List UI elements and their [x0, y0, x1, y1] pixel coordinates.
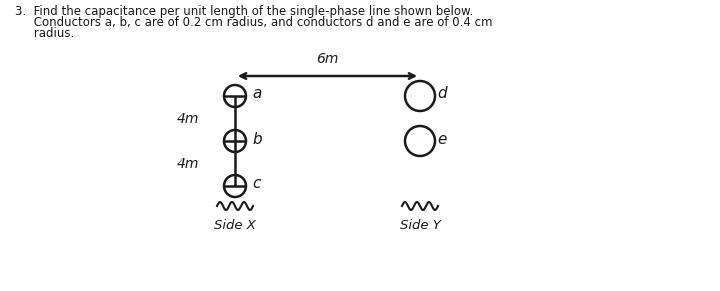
Text: Side Y: Side Y [400, 219, 441, 232]
Text: d: d [437, 86, 446, 102]
Text: a: a [252, 86, 261, 102]
Text: Conductors a, b, c are of 0.2 cm radius, and conductors d and e are of 0.4 cm: Conductors a, b, c are of 0.2 cm radius,… [15, 16, 492, 29]
Text: 4m: 4m [177, 112, 199, 126]
Text: 4m: 4m [177, 157, 199, 171]
Text: b: b [252, 132, 261, 146]
Text: 6m: 6m [316, 52, 338, 66]
Text: Side X: Side X [214, 219, 256, 232]
Text: radius.: radius. [15, 27, 74, 40]
Text: c: c [252, 177, 261, 191]
Text: e: e [437, 132, 446, 146]
Text: 3.  Find the capacitance per unit length of the single-phase line shown below.: 3. Find the capacitance per unit length … [15, 5, 473, 18]
